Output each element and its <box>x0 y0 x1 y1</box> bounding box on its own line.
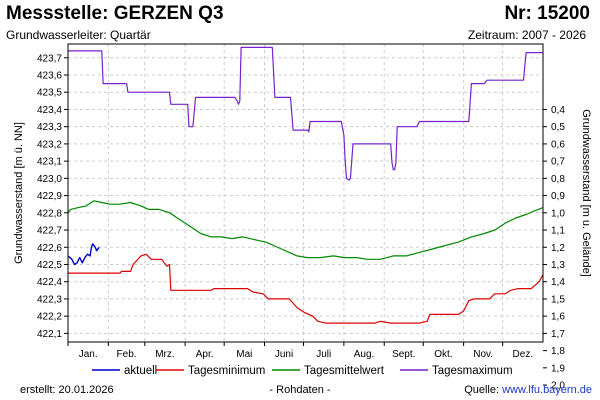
y-right-tick-label: 0,7 <box>551 157 565 168</box>
aquifer-label: Grundwasserleiter: Quartär <box>6 28 151 42</box>
chart-title: Messstelle: GERZEN Q3 <box>6 3 224 24</box>
y-right-tick-label: 1,9 <box>551 363 565 374</box>
period-label: Zeitraum: 2007 - 2026 <box>467 28 586 42</box>
y-left-tick-label: 422,7 <box>37 226 62 237</box>
x-tick-label: Mrz. <box>155 349 174 360</box>
y-left-tick-label: 423,4 <box>37 105 62 116</box>
source-label: Quelle: <box>464 384 500 396</box>
y-right-tick-label: 1,0 <box>551 208 565 219</box>
y-right-tick-label: 1,2 <box>551 243 565 254</box>
x-tick-label: Jan. <box>79 349 98 360</box>
y-left-tick-label: 422,2 <box>37 312 62 323</box>
y-right-tick-label: 0,9 <box>551 191 565 202</box>
y-left-tick-label: 422,5 <box>37 260 62 271</box>
y-left-tick-label: 423,1 <box>37 157 62 168</box>
source-link[interactable]: www.lfu.bayern.de <box>502 384 592 396</box>
y-right-tick-label: 0,8 <box>551 174 565 185</box>
y-left-tick-label: 423,3 <box>37 122 62 133</box>
series-line-aktuell <box>67 243 100 266</box>
x-tick-label: Feb. <box>117 349 137 360</box>
y-right-tick-label: 1,1 <box>551 226 565 237</box>
created-info: erstellt: 20.01.2026 <box>20 384 114 396</box>
y-right-tick-label: 2,0 <box>551 381 565 392</box>
y-right-tick-label: 0,6 <box>551 139 565 150</box>
y-right-axis-title: Grundwasserstand [m u. Gelände] <box>580 109 592 277</box>
x-tick-label: Okt. <box>434 349 452 360</box>
y-left-tick-label: 422,8 <box>37 208 62 219</box>
legend-label-aktuell: aktuell <box>124 365 157 377</box>
y-left-tick-label: 422,3 <box>37 294 62 305</box>
plot-frame <box>67 43 544 343</box>
y-right-tick-label: 0,5 <box>551 122 565 133</box>
legend-label-tagesmaximum: Tagesmaximum <box>432 365 513 377</box>
legend-label-tagesmittelwert: Tagesmittelwert <box>304 365 385 377</box>
y-left-tick-label: 423,0 <box>37 174 62 185</box>
y-right-tick-label: 1,5 <box>551 294 565 305</box>
y-left-tick-label: 423,7 <box>37 53 62 64</box>
series-line-tagesminimum <box>68 253 544 324</box>
y-right-tick-label: 1,4 <box>551 277 565 288</box>
y-left-tick-label: 423,6 <box>37 71 62 82</box>
y-left-tick-label: 422,6 <box>37 243 62 254</box>
y-right-tick-label: 1,8 <box>551 346 565 357</box>
y-right-tick-label: 1,6 <box>551 312 565 323</box>
y-left-tick-label: 423,5 <box>37 88 62 99</box>
legend-label-tagesminimum: Tagesminimum <box>188 365 265 377</box>
y-right-tick-label: 0,4 <box>551 105 565 116</box>
y-left-axis-title: Grundwasserstand [m ü. NN] <box>13 122 25 264</box>
series-line-tagesmittelwert <box>67 200 544 260</box>
source-info: Quelle: www.lfu.bayern.de <box>464 384 592 396</box>
y-left-tick-label: 422,4 <box>37 277 62 288</box>
x-tick-label: Dez. <box>513 349 534 360</box>
y-right-tick-label: 1,7 <box>551 329 565 340</box>
x-tick-label: Sept. <box>392 349 415 360</box>
y-right-tick-label: 1,3 <box>551 260 565 271</box>
station-number: Nr: 15200 <box>504 3 590 24</box>
y-left-tick-label: 422,9 <box>37 191 62 202</box>
x-tick-label: Apr. <box>196 349 214 360</box>
x-tick-label: Nov. <box>473 349 493 360</box>
rawdata-note: - Rohdaten - <box>269 384 331 396</box>
series-line-tagesmaximum <box>68 46 543 181</box>
plot-area <box>68 44 543 342</box>
created-date: 20.01.2026 <box>58 384 114 396</box>
x-tick-label: Juni <box>275 349 293 360</box>
x-tick-label: Juli <box>316 349 331 360</box>
y-left-tick-label: 422,1 <box>37 329 62 340</box>
x-tick-label: Aug. <box>354 349 375 360</box>
x-tick-label: Mai <box>236 349 252 360</box>
y-left-tick-label: 423,2 <box>37 139 62 150</box>
created-label: erstellt: <box>20 384 56 396</box>
